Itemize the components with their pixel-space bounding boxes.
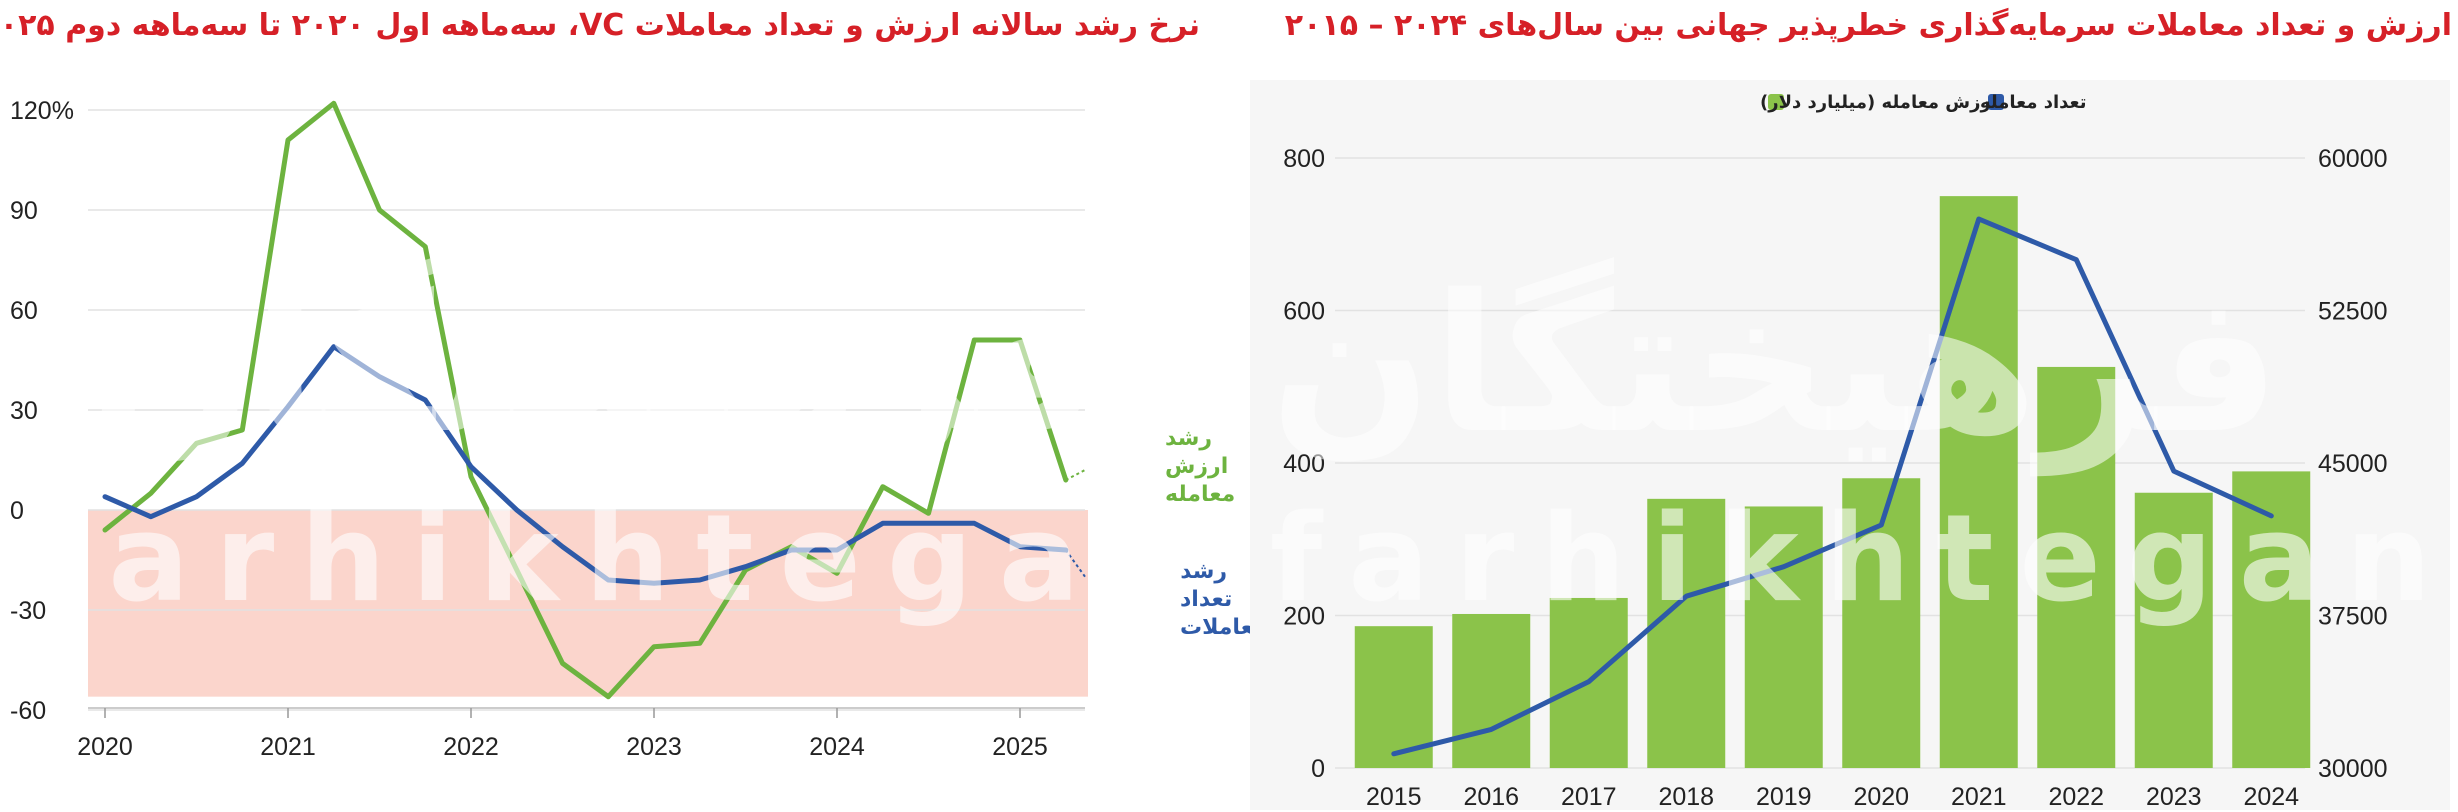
count-growth-line bbox=[102, 344, 1069, 586]
left-chart-title: نرخ رشد سالانه ارزش و تعداد معاملات VC، … bbox=[0, 8, 1200, 43]
x-tick-label: 2022 bbox=[443, 733, 499, 761]
x-tick-label: 2021 bbox=[260, 733, 316, 761]
value-growth-line bbox=[102, 100, 1069, 700]
x-tick-label: 2020 bbox=[77, 733, 133, 761]
x-tick-label: 2024 bbox=[2243, 783, 2299, 811]
right-y-tick-label: 52500 bbox=[2318, 298, 2388, 326]
deal-count-line bbox=[1391, 216, 2274, 757]
y-tick-label: 30 bbox=[10, 397, 38, 425]
right-y-tick-label: 30000 bbox=[2318, 755, 2388, 783]
x-tick-label: 2016 bbox=[1463, 783, 1519, 811]
x-tick-label: 2021 bbox=[1951, 783, 2007, 811]
value-bar bbox=[1354, 626, 1433, 768]
negative-growth-band bbox=[88, 510, 1088, 697]
value-bar bbox=[1452, 613, 1531, 768]
left-y-tick-label: 200 bbox=[1283, 603, 1325, 631]
x-tick-label: 2015 bbox=[1366, 783, 1422, 811]
x-tick-label: 2019 bbox=[1756, 783, 1812, 811]
y-tick-label: -60 bbox=[10, 697, 46, 725]
value-label-leader bbox=[1065, 469, 1086, 481]
value-bar bbox=[1744, 506, 1823, 768]
x-tick-label: 2017 bbox=[1561, 783, 1617, 811]
y-tick-label: 90 bbox=[10, 197, 38, 225]
vc-value-count-bar-chart: 800 60000 600 52500 400 45000 200 37500 0 30000 ار… bbox=[1250, 80, 2450, 811]
value-bar bbox=[2232, 471, 2311, 768]
x-tick-label: 2023 bbox=[2146, 783, 2202, 811]
right-y-tick-label: 45000 bbox=[2318, 450, 2388, 478]
value-bar bbox=[2134, 492, 2213, 768]
x-tick-label: 2023 bbox=[626, 733, 682, 761]
value-bar bbox=[1647, 498, 1726, 768]
right-y-tick-label: 37500 bbox=[2318, 603, 2388, 631]
watermark-layer: فرهیختگان farhikhtegan فرهیختگان farhikh… bbox=[30, 254, 2457, 629]
watermark-en-right: farhikhtegan bbox=[1270, 490, 2457, 629]
y-tick-label: 0 bbox=[10, 497, 24, 525]
count-growth-series-label: تعداد bbox=[1180, 587, 1232, 612]
y-tick-label: -30 bbox=[10, 597, 46, 625]
legend: ارزش معامله (میلیارد دلار)تعداد معامله bbox=[1760, 92, 2086, 113]
count-growth-series-label: رشد bbox=[1180, 559, 1227, 584]
left-y-tick-label: 400 bbox=[1283, 450, 1325, 478]
legend-value-swatch bbox=[1768, 94, 1784, 110]
x-tick-label: 2024 bbox=[809, 733, 865, 761]
legend-count-label: تعداد معامله bbox=[1980, 92, 2086, 113]
y-tick-label: 60 bbox=[10, 297, 38, 325]
watermark-fa-right: فرهیختگان bbox=[1270, 254, 2280, 477]
left-y-tick-label: 800 bbox=[1283, 145, 1325, 173]
x-tick-label: 2025 bbox=[992, 733, 1048, 761]
right-chart-title: ارزش و تعداد معاملات سرمایه‌گذاری خطرپذی… bbox=[1284, 8, 2452, 43]
legend-count-swatch bbox=[1988, 94, 2004, 110]
right-y-tick-label: 60000 bbox=[2318, 145, 2388, 173]
legend-value-label: ارزش معامله (میلیارد دلار) bbox=[1760, 92, 1997, 113]
value-growth-series-label: ارزش bbox=[1165, 454, 1228, 479]
watermark-fa-left: فرهیختگان bbox=[90, 254, 1100, 477]
value-bar bbox=[2037, 366, 2116, 768]
x-tick-label: 2022 bbox=[2048, 783, 2104, 811]
value-growth-series-label: رشد bbox=[1165, 426, 1212, 451]
x-tick-label: 2020 bbox=[1853, 783, 1909, 811]
left-y-tick-label: 600 bbox=[1283, 298, 1325, 326]
watermark-en-left: farhikhtegan bbox=[30, 490, 1217, 629]
y-tick-label: 120% bbox=[10, 97, 74, 125]
value-bar bbox=[1939, 196, 2018, 768]
left-y-tick-label: 0 bbox=[1311, 755, 1325, 783]
value-growth-series-label: معامله bbox=[1165, 482, 1235, 507]
x-tick-label: 2018 bbox=[1658, 783, 1714, 811]
